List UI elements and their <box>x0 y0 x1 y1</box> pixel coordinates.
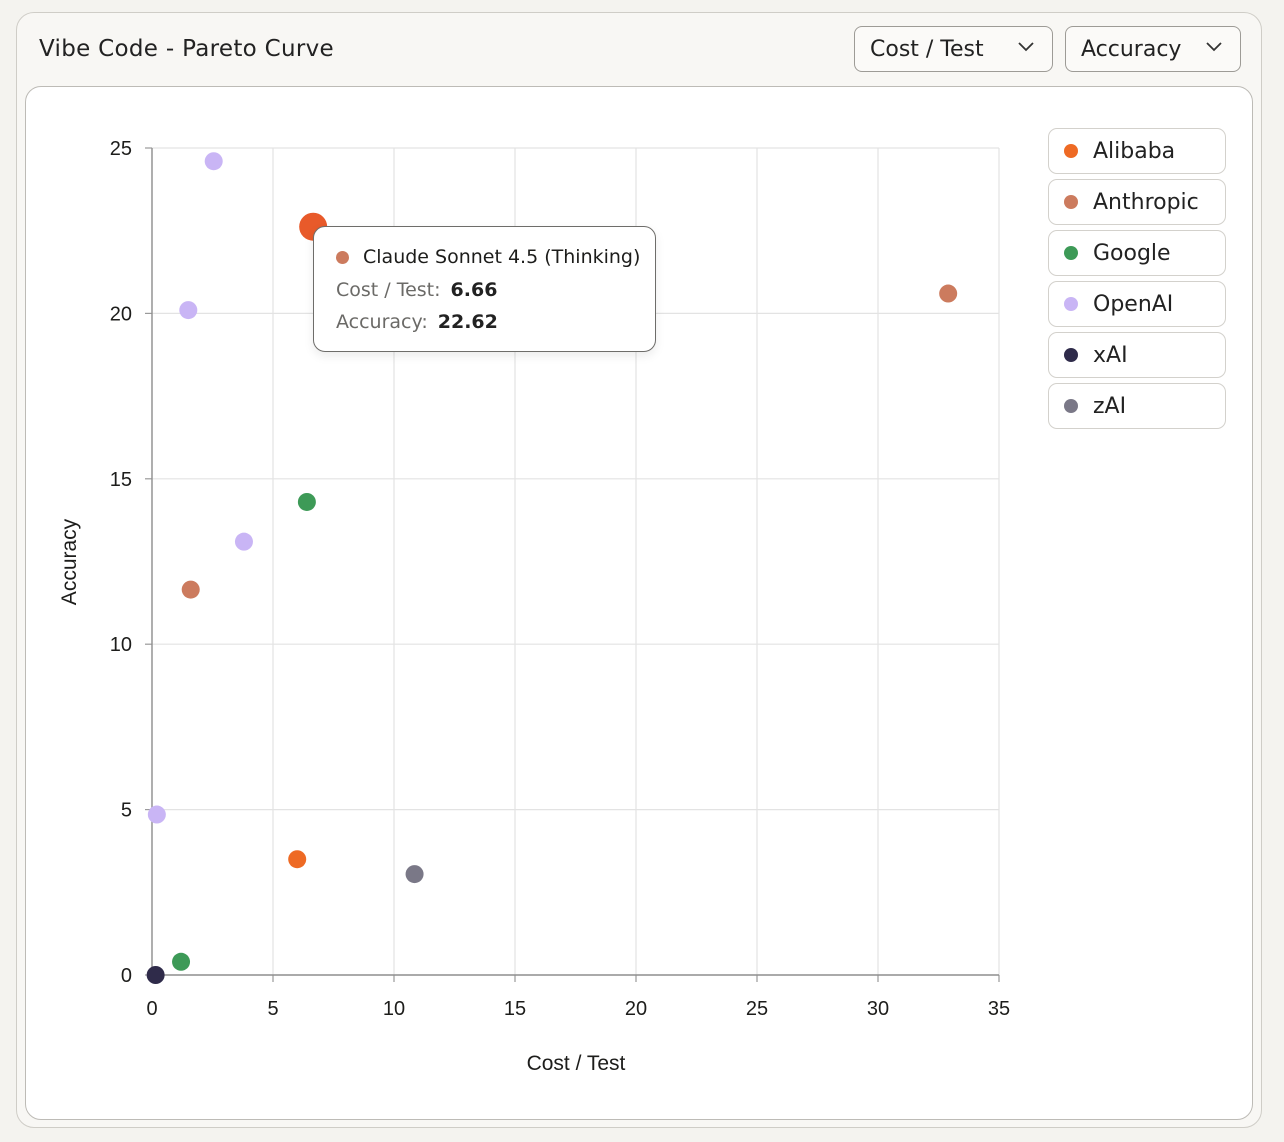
legend-dot <box>1064 246 1078 260</box>
data-point-openai-0[interactable] <box>204 152 223 171</box>
y-tick-label: 0 <box>121 965 132 987</box>
x-tick-label: 0 <box>146 998 157 1020</box>
legend-item-alibaba[interactable]: Alibaba <box>1048 128 1226 174</box>
legend-item-google[interactable]: Google <box>1048 230 1226 276</box>
chevron-down-icon <box>1206 42 1222 52</box>
data-point-google-0[interactable] <box>297 492 316 511</box>
data-point-openai-1[interactable] <box>179 301 198 320</box>
tooltip-y-key: Accuracy: <box>336 311 428 333</box>
legend-label: Anthropic <box>1093 189 1199 215</box>
x-tick-label: 20 <box>625 998 647 1020</box>
data-point-anthropic-1[interactable] <box>939 284 958 303</box>
legend: Alibaba Anthropic Google OpenAI xAI zAI <box>1048 128 1226 434</box>
y-axis-label: Accuracy <box>58 518 81 605</box>
legend-label: zAI <box>1093 393 1127 419</box>
data-point-anthropic-2[interactable] <box>181 580 200 599</box>
tooltip-x-key: Cost / Test: <box>336 279 441 301</box>
data-point-openai-2[interactable] <box>234 532 253 551</box>
legend-item-openai[interactable]: OpenAI <box>1048 281 1226 327</box>
x-axis-select[interactable]: Cost / Test <box>854 26 1053 72</box>
data-point-openai-3[interactable] <box>147 805 166 824</box>
legend-item-anthropic[interactable]: Anthropic <box>1048 179 1226 225</box>
data-point-xai-0[interactable] <box>146 966 165 984</box>
y-tick-label: 5 <box>121 800 132 822</box>
legend-label: OpenAI <box>1093 291 1174 317</box>
x-tick-label: 10 <box>383 998 405 1020</box>
x-tick-label: 15 <box>504 998 526 1020</box>
x-tick-label: 25 <box>746 998 768 1020</box>
tooltip-x-value: 6.66 <box>450 279 498 301</box>
legend-dot <box>1064 399 1078 413</box>
legend-dot <box>1064 195 1078 209</box>
legend-item-xai[interactable]: xAI <box>1048 332 1226 378</box>
tooltip-model: Claude Sonnet 4.5 (Thinking) <box>363 246 641 268</box>
y-tick-label: 10 <box>110 634 132 656</box>
y-tick-label: 20 <box>110 303 132 325</box>
data-point-alibaba-0[interactable] <box>288 850 307 869</box>
legend-label: Alibaba <box>1093 138 1176 164</box>
x-tick-label: 5 <box>267 998 278 1020</box>
legend-dot <box>1064 297 1078 311</box>
legend-item-zai[interactable]: zAI <box>1048 383 1226 429</box>
y-axis-select[interactable]: Accuracy <box>1065 26 1241 72</box>
tooltip: Claude Sonnet 4.5 (Thinking) Cost / Test… <box>313 226 656 352</box>
legend-label: xAI <box>1093 342 1128 368</box>
data-point-zai-0[interactable] <box>405 865 424 884</box>
x-axis-select-label: Cost / Test <box>870 36 984 62</box>
axes <box>145 147 1000 982</box>
legend-dot <box>1064 348 1078 362</box>
x-tick-label: 35 <box>988 998 1010 1020</box>
x-tick-label: 30 <box>867 998 889 1020</box>
data-point-google-1[interactable] <box>172 952 191 971</box>
legend-label: Google <box>1093 240 1171 266</box>
tick-labels: 0 5 10 15 20 25 30 35 0 5 10 15 20 25 <box>110 138 1010 1020</box>
y-axis-select-label: Accuracy <box>1081 36 1182 62</box>
y-tick-label: 25 <box>110 138 132 160</box>
legend-dot <box>1064 144 1078 158</box>
chevron-down-icon <box>1018 42 1034 52</box>
tooltip-x-row: Cost / Test: 6.66 <box>336 279 497 301</box>
card-title: Vibe Code - Pareto Curve <box>39 36 334 62</box>
tooltip-title-row: Claude Sonnet 4.5 (Thinking) <box>336 246 640 268</box>
tooltip-y-value: 22.62 <box>437 311 498 333</box>
tooltip-series-dot <box>336 251 349 264</box>
tooltip-y-row: Accuracy: 22.62 <box>336 311 498 333</box>
y-tick-label: 15 <box>110 469 132 491</box>
x-axis-label: Cost / Test <box>527 1052 626 1075</box>
